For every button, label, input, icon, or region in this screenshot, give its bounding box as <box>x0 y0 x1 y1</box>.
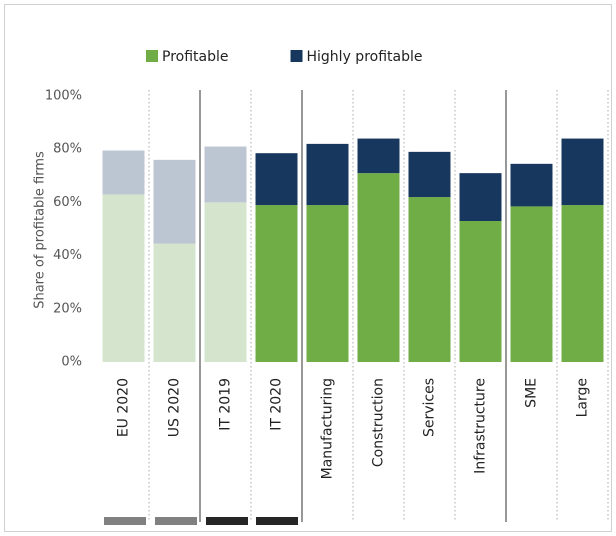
x-tick-label: Large <box>575 378 591 417</box>
bar-segment <box>357 138 400 174</box>
x-tick-label: IT 2019 <box>218 378 234 431</box>
legend-swatch <box>146 50 158 62</box>
bar-segment <box>306 205 349 362</box>
bar-segment <box>102 150 145 195</box>
bar-segment <box>306 143 349 206</box>
bar-segment <box>561 138 604 206</box>
group-marker <box>104 517 146 525</box>
legend-swatch <box>290 50 303 62</box>
y-tick-label: 0% <box>61 355 82 370</box>
bar-segment <box>204 146 247 203</box>
y-tick-label: 40% <box>53 248 82 263</box>
bar-segment <box>153 159 196 244</box>
legend-label: Highly profitable <box>307 49 423 65</box>
bar-segment <box>408 151 451 198</box>
x-tick-label: EU 2020 <box>116 378 132 437</box>
y-tick-label: 20% <box>53 301 82 316</box>
bar-segment <box>204 202 247 362</box>
x-tick-label: Services <box>422 378 438 437</box>
x-tick-label: Manufacturing <box>320 378 336 479</box>
group-marker <box>206 517 248 525</box>
x-tick-label: Construction <box>371 378 387 467</box>
bar-segment <box>510 163 553 207</box>
y-tick-label: 80% <box>53 142 82 157</box>
legend-label: Profitable <box>162 49 229 65</box>
y-axis-label: Share of profitable firms <box>33 151 48 309</box>
bar-segment <box>510 206 553 362</box>
bar-segment <box>357 173 400 362</box>
x-tick-label: SME <box>524 378 540 408</box>
bar-segment <box>153 243 196 362</box>
bar-segment <box>102 194 145 362</box>
group-marker <box>256 517 298 525</box>
bar-segment <box>255 205 298 362</box>
bar-segment <box>459 221 502 362</box>
y-tick-label: 60% <box>53 195 82 210</box>
bar-segment <box>255 153 298 206</box>
x-tick-label: IT 2020 <box>269 378 285 431</box>
bar-segment <box>408 197 451 362</box>
x-tick-label: Infrastructure <box>473 378 489 474</box>
y-tick-label: 100% <box>45 89 82 104</box>
x-tick-label: US 2020 <box>167 378 183 437</box>
group-marker <box>155 517 197 525</box>
bar-segment <box>561 205 604 362</box>
bar-segment <box>459 173 502 222</box>
